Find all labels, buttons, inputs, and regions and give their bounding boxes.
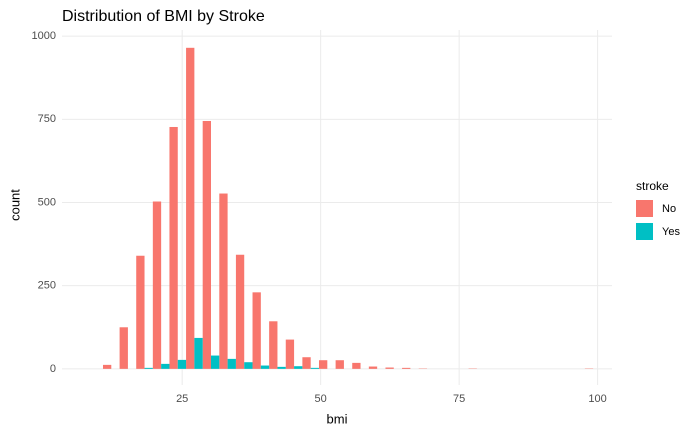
bar — [402, 367, 411, 369]
x-tick-label: 25 — [176, 393, 188, 405]
bar — [302, 357, 311, 369]
y-tick-label: 750 — [38, 113, 56, 125]
legend-key — [636, 200, 653, 217]
bar — [368, 366, 378, 369]
bar — [161, 363, 170, 369]
bar — [235, 254, 245, 369]
bar — [310, 367, 319, 369]
x-axis-title: bmi — [327, 411, 348, 426]
y-tick-label: 0 — [50, 363, 56, 375]
bar — [202, 120, 211, 369]
x-tick-label: 50 — [315, 393, 327, 405]
bar — [219, 193, 228, 369]
bar — [260, 365, 270, 369]
bar — [227, 358, 236, 369]
bar — [119, 327, 128, 369]
bar — [244, 362, 253, 369]
y-tick-label: 500 — [38, 196, 56, 208]
bar — [318, 360, 328, 369]
y-axis-title: count — [7, 189, 22, 221]
bar — [294, 366, 303, 369]
bar — [210, 355, 220, 369]
x-tick-label: 75 — [453, 393, 465, 405]
bar — [335, 360, 344, 369]
y-tick-label: 1000 — [32, 30, 56, 42]
x-tick-label: 100 — [588, 393, 606, 405]
bar — [269, 321, 278, 369]
bar — [285, 339, 295, 369]
legend-label: Yes — [662, 226, 680, 238]
bar — [136, 255, 145, 369]
bar — [102, 364, 112, 369]
bar — [186, 47, 195, 369]
bar — [144, 367, 153, 369]
bar — [169, 126, 178, 369]
chart-title: Distribution of BMI by Stroke — [62, 8, 265, 25]
bar — [352, 362, 361, 369]
legend-title: stroke — [636, 179, 669, 193]
bar — [177, 359, 187, 369]
y-tick-label: 250 — [38, 280, 56, 292]
bar — [385, 367, 394, 369]
legend-label: No — [662, 203, 676, 215]
bar — [277, 366, 286, 369]
bar — [152, 201, 162, 369]
bar — [252, 292, 261, 369]
bar — [194, 337, 203, 369]
legend-key — [636, 223, 653, 240]
